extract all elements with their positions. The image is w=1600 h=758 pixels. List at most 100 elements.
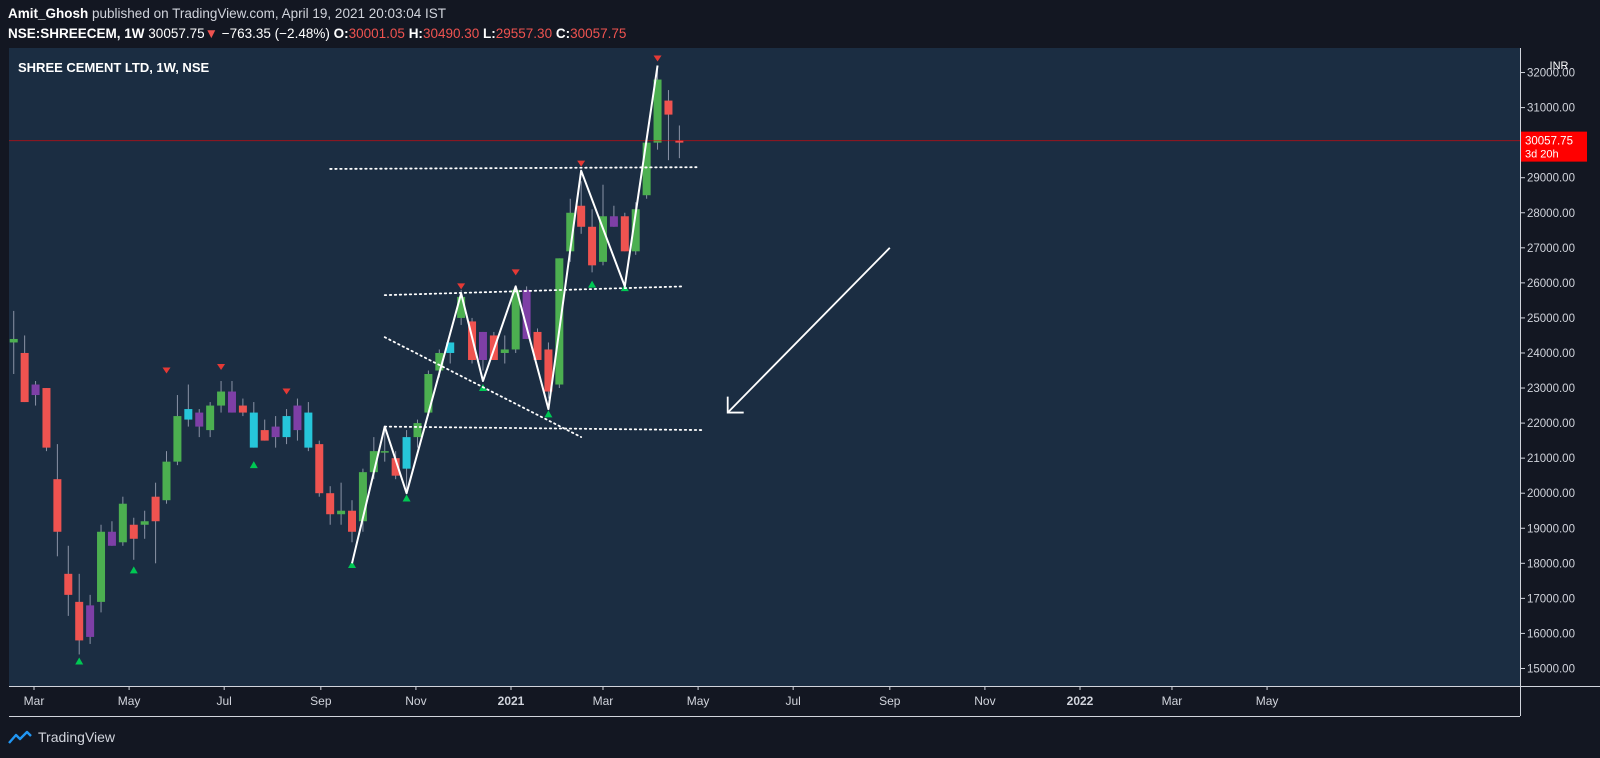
candle-body <box>173 416 182 462</box>
price-tick-label: 21000.00 <box>1527 453 1575 465</box>
candle-body <box>86 605 95 637</box>
open-value: 30001.05 <box>348 26 405 41</box>
time-tick-label: Nov <box>974 694 995 708</box>
price-tick-label: 24000.00 <box>1527 348 1575 360</box>
candle-body <box>9 338 18 343</box>
time-tick-label: Mar <box>1162 694 1183 708</box>
price-tick-label: 31000.00 <box>1527 103 1575 115</box>
candle-body <box>446 342 455 353</box>
candle-body <box>478 331 487 360</box>
pivot-high-marker <box>653 55 662 62</box>
candle-body <box>457 296 466 318</box>
candle-body <box>620 216 629 252</box>
author-name[interactable]: Amit_Ghosh <box>8 6 89 21</box>
candle-body <box>598 216 607 262</box>
candle-body <box>282 416 291 438</box>
candle-body <box>348 510 357 532</box>
time-tick-label: 2022 <box>1067 694 1094 708</box>
time-tick-label: Sep <box>310 694 332 708</box>
publish-info: Amit_Ghosh published on TradingView.com,… <box>8 6 446 21</box>
time-tick-label: 2021 <box>498 694 525 708</box>
candle-body <box>271 426 280 438</box>
candle-body <box>293 405 302 431</box>
price-tick-label: 25000.00 <box>1527 313 1575 325</box>
time-tick-label: Sep <box>879 694 901 708</box>
candle-body <box>129 524 138 539</box>
candle-body <box>162 461 171 501</box>
price-tick-label: 16000.00 <box>1527 628 1575 640</box>
low-value: 29557.30 <box>495 26 553 41</box>
close-label: C: <box>555 26 571 41</box>
chart-title: SHREE CEMENT LTD, 1W, NSE <box>18 60 209 75</box>
candle-body <box>609 216 618 227</box>
candle-body <box>75 601 84 641</box>
dotted-trendline <box>383 425 706 431</box>
price-tick-label: 29000.00 <box>1527 173 1575 185</box>
time-tick-label: Mar <box>24 694 45 708</box>
candle-body <box>664 100 673 115</box>
candle-body <box>413 423 422 438</box>
close-value: 30057.75 <box>570 26 627 41</box>
candle-body <box>544 349 553 392</box>
candle-body <box>653 79 662 143</box>
candle-body <box>227 391 236 413</box>
price-tick-label: 28000.00 <box>1527 208 1575 220</box>
last-price: 30057.75 <box>148 26 205 41</box>
pivot-high-marker <box>511 269 520 276</box>
price-tick-label: 18000.00 <box>1527 558 1575 570</box>
time-tick-label: May <box>1256 694 1279 708</box>
time-tick-label: Nov <box>405 694 426 708</box>
symbol: NSE:SHREECEM, 1W <box>8 26 145 41</box>
pivot-high-marker <box>162 367 171 374</box>
footer: TradingView <box>8 729 115 745</box>
candle-body <box>588 226 597 266</box>
time-axis[interactable] <box>9 686 1520 716</box>
candle-body <box>500 349 509 353</box>
zigzag-line <box>351 65 659 564</box>
price-tick-label: 22000.00 <box>1527 418 1575 430</box>
candle-body <box>260 430 269 441</box>
change-arrow-icon: ▼ <box>204 26 218 41</box>
current-price-countdown: 3d 20h <box>1525 149 1559 161</box>
current-price-box <box>1521 131 1587 162</box>
pivot-low-marker <box>402 494 411 502</box>
candle-body <box>675 140 684 143</box>
pivot-high-marker <box>217 364 226 370</box>
candle-body <box>31 384 40 396</box>
pivot-low-marker <box>249 461 258 469</box>
price-tick-label: 26000.00 <box>1527 278 1575 290</box>
candle-body <box>555 258 564 385</box>
published-text: published on TradingView.com, April 19, … <box>92 6 447 21</box>
candle-body <box>391 458 400 476</box>
candle-body <box>358 472 367 522</box>
candle-body <box>97 531 106 602</box>
pivot-high-marker <box>282 388 291 395</box>
candle-body <box>206 405 215 431</box>
candle-body <box>140 521 149 525</box>
candle-body <box>64 573 73 595</box>
candle-body <box>249 412 258 448</box>
brand-name[interactable]: TradingView <box>38 729 116 745</box>
candle-body <box>566 212 575 252</box>
candle-body <box>315 444 324 494</box>
pivot-low-marker <box>544 410 553 418</box>
pivot-low-marker <box>588 280 597 288</box>
candle-body <box>522 289 531 339</box>
plot-area[interactable] <box>9 48 1520 686</box>
pivot-high-marker <box>457 283 466 290</box>
candle-body <box>118 503 127 543</box>
candle-body <box>380 451 389 453</box>
candle-body <box>577 205 586 227</box>
dotted-trendline <box>329 166 698 170</box>
candle-body <box>435 352 444 371</box>
time-tick-label: Mar <box>593 694 614 708</box>
candle-body <box>511 289 520 350</box>
high-label: H: <box>408 26 423 41</box>
pivot-low-marker <box>75 657 84 665</box>
candle-body <box>195 412 204 427</box>
candle-body <box>304 412 313 448</box>
candle-body <box>326 493 335 515</box>
pivot-low-marker <box>348 561 357 569</box>
